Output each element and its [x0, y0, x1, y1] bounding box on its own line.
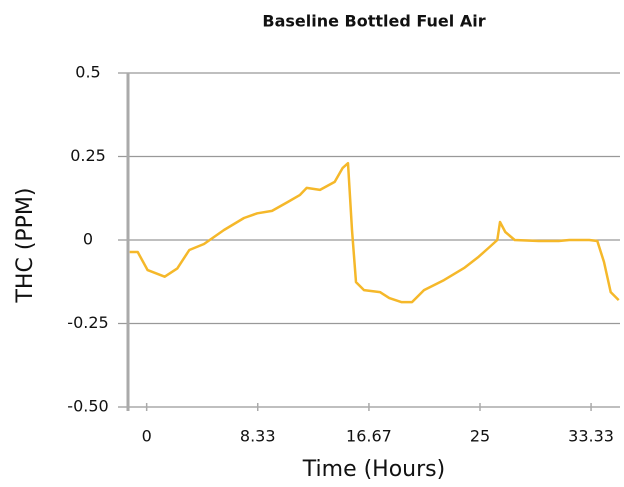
y-axis-label: THC (PPM) — [13, 187, 38, 303]
chart-title: Baseline Bottled Fuel Air — [262, 12, 485, 31]
x-tick-label: 8.33 — [240, 427, 276, 446]
y-tick-label: 0.25 — [70, 146, 106, 165]
x-tick-label: 33.33 — [568, 427, 614, 446]
y-tick-label: 0.5 — [75, 63, 100, 82]
x-axis-label: Time (Hours) — [302, 457, 445, 482]
y-tick-label: -0.25 — [67, 313, 108, 332]
y-tick-label: 0 — [83, 230, 93, 249]
x-tick-label: 25 — [470, 427, 490, 446]
y-tick-label: -0.50 — [67, 397, 108, 416]
x-tick-label: 0 — [142, 427, 152, 446]
x-tick-label: 16.67 — [346, 427, 392, 446]
line-series — [129, 161, 620, 304]
